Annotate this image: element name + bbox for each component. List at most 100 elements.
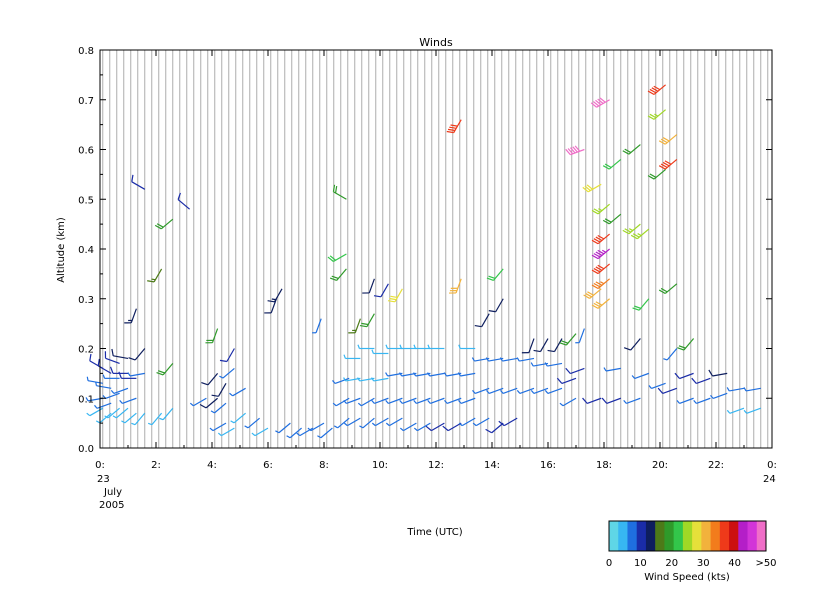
date-start-month: July [103,487,122,498]
wind-barb [485,422,504,434]
barb-staff [502,357,518,362]
wind-barb [156,363,174,376]
barb-feather [390,295,398,299]
y-tick-label: 0.8 [78,46,94,57]
barb-feather [631,375,636,379]
barb-feather [547,349,555,353]
profile-time-grid [102,50,769,448]
barb-staff [403,422,417,432]
wind-barb [348,318,361,334]
barb-feather [343,422,348,427]
barb-feather [586,184,593,190]
wind-barb [307,422,325,432]
barb-staff [431,422,445,432]
barb-feather [94,404,98,409]
wind-barb [371,397,389,404]
wind-barb [444,397,462,404]
wind-barb [359,313,375,328]
barb-staff [712,372,728,377]
barb-feather [343,354,346,359]
wind-barb [385,344,403,350]
barb-feather [109,366,114,374]
barb-staff [495,298,504,313]
x-tick-label: 6: [263,460,273,471]
barb-staff [193,397,207,407]
barb-feather [110,390,115,394]
barb-feather [693,399,697,404]
colorbar-swatch [664,521,675,551]
barb-staff [626,397,641,404]
wind-barb [329,268,347,281]
barb-feather [649,173,657,178]
barb-feather [601,249,607,253]
barb-feather [743,387,747,392]
colorbar-swatch [609,521,619,551]
barb-feather [593,268,601,273]
wind-barb [229,387,246,397]
barb-staff [334,377,350,385]
barb-feather [156,372,164,376]
barb-feather [499,357,503,362]
barb-feather [658,140,666,145]
date-end-day: 24 [763,474,776,485]
wind-barb [674,372,694,380]
date-start-year: 2005 [99,500,124,511]
barb-feather [623,399,627,404]
barb-feather [102,374,106,379]
barb-feather [413,427,418,432]
wind-barb [458,397,476,404]
barb-staff [134,412,146,426]
colorbar-swatch [701,521,712,551]
x-tick-label: 4: [207,460,217,471]
wind-barb [623,397,641,404]
barb-feather [593,302,601,308]
wind-barb [211,383,227,397]
wind-barb [219,367,235,379]
barb-staff [217,383,227,397]
wind-barb [219,348,235,363]
barb-feather [585,292,592,298]
barb-feather [444,399,448,404]
barb-staff [696,377,711,385]
barb-staff [488,387,504,394]
barb-staff [226,348,235,362]
barb-feather [660,138,668,144]
wind-barb [663,348,678,361]
barb-feather [593,282,601,288]
wind-barb [648,382,666,390]
barb-staff [729,387,745,392]
wind-barb [343,417,361,427]
x-tick-label: 22: [708,460,724,471]
barb-feather [86,376,89,381]
barb-staff [533,387,549,394]
barb-feather [86,412,91,417]
x-tick-label: 14: [484,460,500,471]
barb-feather [664,160,672,165]
barb-feather [628,228,634,232]
barb-feather [593,208,601,213]
barb-feather [590,102,597,108]
barb-feather [602,165,610,170]
wind-barb [647,84,666,95]
wind-barb [128,348,146,361]
barb-staff [380,283,389,298]
barb-feather [427,344,430,349]
barb-feather [630,234,638,240]
wind-barb [632,298,650,311]
barb-feather [399,372,403,377]
barb-staff [430,397,445,404]
barb-feather [530,390,535,394]
wind-barb [371,377,389,382]
barb-feather [307,427,312,432]
barb-feather [147,280,155,283]
barb-feather [591,269,599,275]
wind-barb [244,417,260,429]
x-tick-label: 18: [596,460,612,471]
barb-staff [553,338,563,352]
barb-feather [89,353,92,361]
barb-staff [320,427,333,439]
wind-barb [472,417,490,427]
colorbar-swatch [682,521,693,551]
wind-barb [565,367,585,375]
barb-staff [578,328,585,343]
